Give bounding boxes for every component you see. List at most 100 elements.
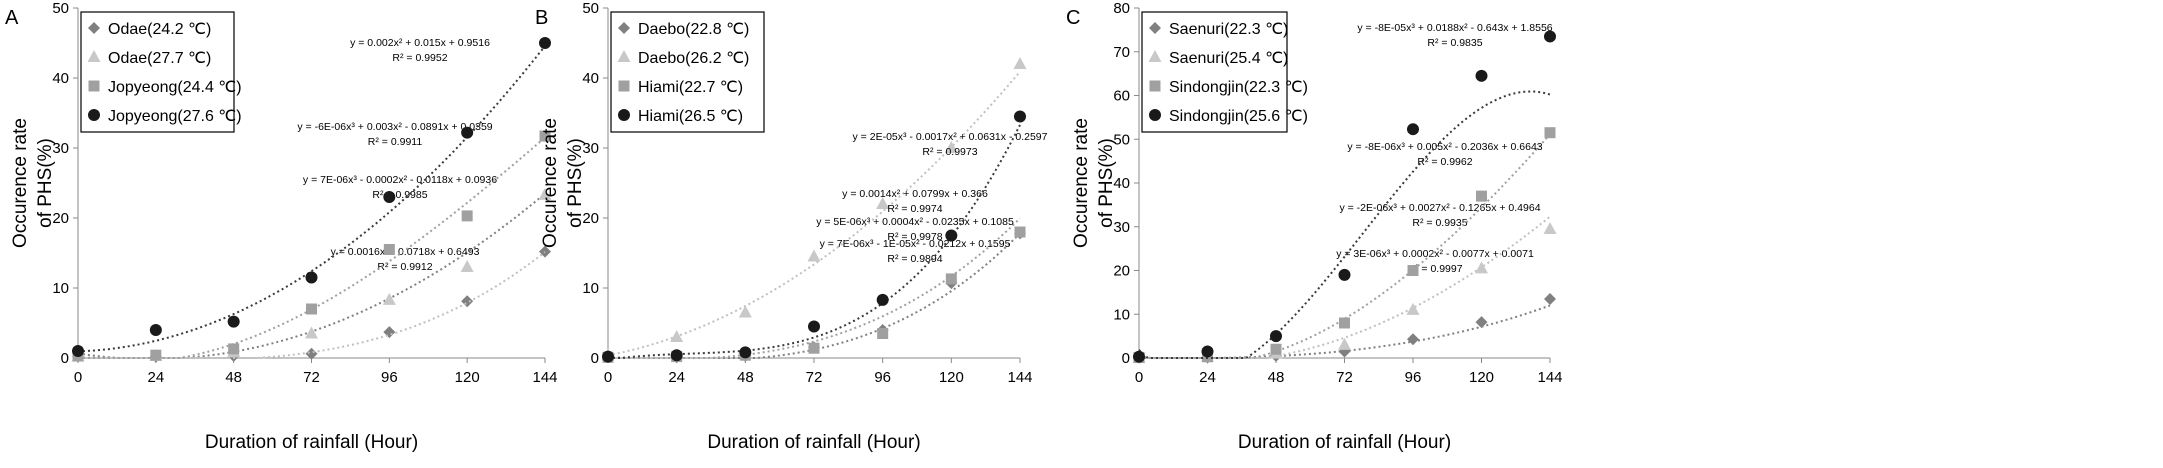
r-squared-label: R² = 0.9973: [922, 146, 977, 158]
legend-box: [610, 11, 765, 133]
data-point: [1406, 302, 1420, 315]
data-point: [1013, 57, 1027, 69]
data-point: [876, 293, 889, 306]
legend-marker: [1149, 22, 1161, 34]
y-tick-label: 0: [1122, 350, 1130, 367]
legend-marker: [87, 50, 101, 62]
chart-panel-c: C 0 10 20 30 40 50 60 70 80 0 24 48 72 96 120 144 Duratio…: [1066, 0, 1563, 453]
y-axis-title: of PHS(%): [565, 138, 586, 228]
r-squared-label: R² = 0.9935: [1412, 217, 1467, 229]
legend: Daebo(22.8 ℃) Daebo(26.2 ℃) Hiami(22.7 ℃) H…: [610, 11, 765, 133]
trendline-equation: y = 7E-06x³ - 1E-05x² - 0.0212x + 0.1595: [820, 238, 1011, 250]
x-tick-label: 72: [303, 369, 320, 386]
y-tick-label: 80: [1113, 0, 1130, 17]
trendline: [1138, 215, 1551, 359]
legend-box: [80, 11, 235, 133]
y-axis-title: Occurence rate: [540, 118, 561, 248]
legend-marker: [618, 109, 630, 121]
data-point: [305, 326, 318, 339]
data-point: [227, 315, 240, 328]
legend-marker: [618, 22, 630, 34]
data-point: [306, 303, 317, 315]
y-tick-label: 40: [52, 70, 69, 87]
x-tick-label: 96: [874, 369, 891, 386]
y-tick-label: 30: [1113, 219, 1130, 236]
data-point: [538, 187, 552, 200]
x-axis-title: Duration of rainfall (Hour): [1238, 432, 1451, 453]
legend-box: [1141, 11, 1288, 133]
data-point: [807, 249, 821, 262]
x-tick-label: 48: [737, 369, 754, 386]
y-tick-label: 10: [52, 280, 69, 297]
legend-marker: [617, 50, 631, 62]
trendline-equation: y = -8E-05x³ + 0.0188x² - 0.643x + 1.855…: [1357, 22, 1552, 34]
x-tick-label: 48: [225, 369, 242, 386]
series-1: y = 7E-06x³ - 0.0002x² - 0.0118x + 0.093…: [71, 174, 552, 362]
data-point: [305, 347, 318, 360]
series-2: y = -8E-06x³ + 0.005x² - 0.2036x + 0.664…: [1133, 127, 1556, 364]
y-tick-label: 10: [1113, 306, 1130, 323]
chart-panel-b: B 0 10 20 30 40 50 0 24 48 72 96 120 144 Duration of r…: [535, 0, 1048, 453]
legend-marker: [88, 22, 100, 34]
data-point: [944, 141, 958, 153]
y-axis-title: of PHS(%): [1096, 138, 1117, 228]
data-point: [1475, 316, 1488, 329]
trendline-equation: y = 3E-06x³ + 0.0002x² - 0.0077x + 0.007…: [1336, 248, 1534, 260]
data-point: [383, 244, 395, 255]
data-point: [461, 126, 474, 139]
trendline: [1138, 90, 1551, 359]
y-tick-label: 30: [52, 140, 69, 157]
y-tick-label: 50: [52, 0, 69, 17]
series-1: y = 0.0014x² + 0.0799x + 0.366 R² = 0.997…: [601, 57, 1027, 361]
trendline-equation: y = 0.002x² + 0.015x + 0.9516: [350, 37, 490, 49]
legend-label: Odae(27.7 ℃): [108, 50, 211, 67]
panel-label: B: [535, 7, 548, 29]
legend-label: Saenuri(22.3 ℃): [1169, 21, 1288, 38]
x-axis-title: Duration of rainfall (Hour): [205, 432, 418, 453]
y-tick-label: 30: [582, 140, 599, 157]
data-point: [1543, 221, 1557, 234]
data-point: [383, 191, 396, 203]
trendline-equation: y = -2E-06x³ + 0.0027x² - 0.1265x + 0.49…: [1339, 202, 1540, 214]
data-point: [945, 229, 958, 242]
y-tick-label: 0: [591, 350, 599, 367]
data-point: [876, 197, 890, 209]
data-point: [739, 346, 752, 359]
data-point: [1407, 265, 1419, 276]
data-point: [1338, 337, 1351, 350]
x-tick-label: 120: [455, 369, 480, 386]
series-3: y = 0.002x² + 0.015x + 0.9516 R² = 0.9952: [72, 37, 551, 357]
trendline-equation: y = 5E-06x³ + 0.0004x² - 0.0235x + 0.108…: [816, 216, 1014, 228]
data-point: [149, 324, 162, 336]
legend-marker: [618, 80, 630, 92]
x-tick-label: 48: [1268, 369, 1285, 386]
x-tick-label: 144: [1537, 369, 1562, 386]
data-point: [945, 273, 957, 285]
y-tick-label: 20: [52, 210, 69, 227]
legend-marker: [1149, 80, 1161, 92]
r-squared-label: R² = 0.9974: [887, 203, 942, 215]
data-point: [383, 326, 396, 339]
data-point: [1338, 268, 1351, 281]
x-tick-label: 96: [1405, 369, 1422, 386]
data-point: [382, 292, 396, 305]
data-point: [1014, 226, 1026, 238]
data-point: [72, 345, 84, 357]
y-tick-label: 10: [582, 280, 599, 297]
x-tick-label: 72: [1336, 369, 1353, 386]
data-point: [539, 130, 551, 142]
y-tick-label: 50: [582, 0, 599, 17]
trendline-equation: y = -6E-06x³ + 0.003x² - 0.0891x + 0.035…: [297, 121, 492, 133]
data-point: [1270, 343, 1282, 355]
data-point: [1270, 330, 1282, 343]
series-3: y = 2E-05x³ - 0.0017x² + 0.0631x - 0.259…: [602, 110, 1048, 363]
data-point: [461, 210, 473, 222]
data-point: [1133, 350, 1145, 363]
chart-panel-a: A 0 10 20 30 40 50 0 24 48 72 96 120 144 Duration of r…: [5, 0, 558, 453]
data-point: [602, 350, 614, 363]
data-point: [305, 271, 318, 284]
r-squared-label: R² = 0.9962: [1417, 156, 1472, 168]
data-point: [1201, 345, 1214, 358]
x-tick-label: 120: [1469, 369, 1494, 386]
